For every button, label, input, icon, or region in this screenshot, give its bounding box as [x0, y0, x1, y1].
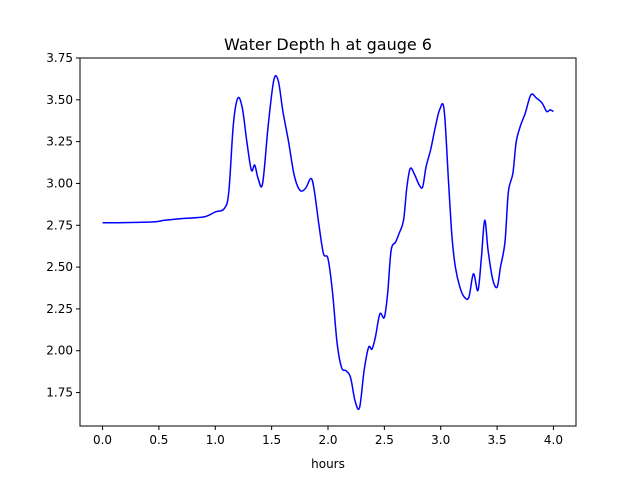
y-tick-label: 2.25 [46, 302, 73, 316]
plot-area-frame [79, 57, 577, 427]
y-tick-label: 3.75 [46, 51, 73, 65]
x-tick-label: 2.5 [375, 433, 394, 447]
x-tick-label: 1.0 [206, 433, 225, 447]
series-line-water-depth [102, 74, 554, 411]
y-tick-label: 3.00 [46, 176, 73, 190]
y-axis: 1.75 2.00 2.25 2.50 2.75 3.00 3.25 3.50 3.75 [46, 51, 80, 400]
x-tick-label: 3.5 [488, 433, 507, 447]
y-tick-label: 3.50 [46, 93, 73, 107]
x-axis-label: hours [311, 457, 345, 471]
y-tick-label: 3.25 [46, 135, 73, 149]
x-tick-label: 0.5 [149, 433, 168, 447]
chart-title: Water Depth h at gauge 6 [224, 35, 432, 54]
y-tick-label: 2.75 [46, 218, 73, 232]
x-tick-label: 3.0 [431, 433, 450, 447]
series-layer [102, 74, 554, 411]
x-axis: 0.0 0.5 1.0 1.5 2.0 2.5 3.0 3.5 4.0 [93, 426, 563, 447]
x-tick-label: 1.5 [262, 433, 281, 447]
y-tick-label: 2.50 [46, 260, 73, 274]
x-tick-label: 2.0 [318, 433, 337, 447]
x-tick-label: 0.0 [93, 433, 112, 447]
x-tick-label: 4.0 [544, 433, 563, 447]
y-tick-label: 1.75 [46, 386, 73, 400]
y-tick-label: 2.00 [46, 344, 73, 358]
